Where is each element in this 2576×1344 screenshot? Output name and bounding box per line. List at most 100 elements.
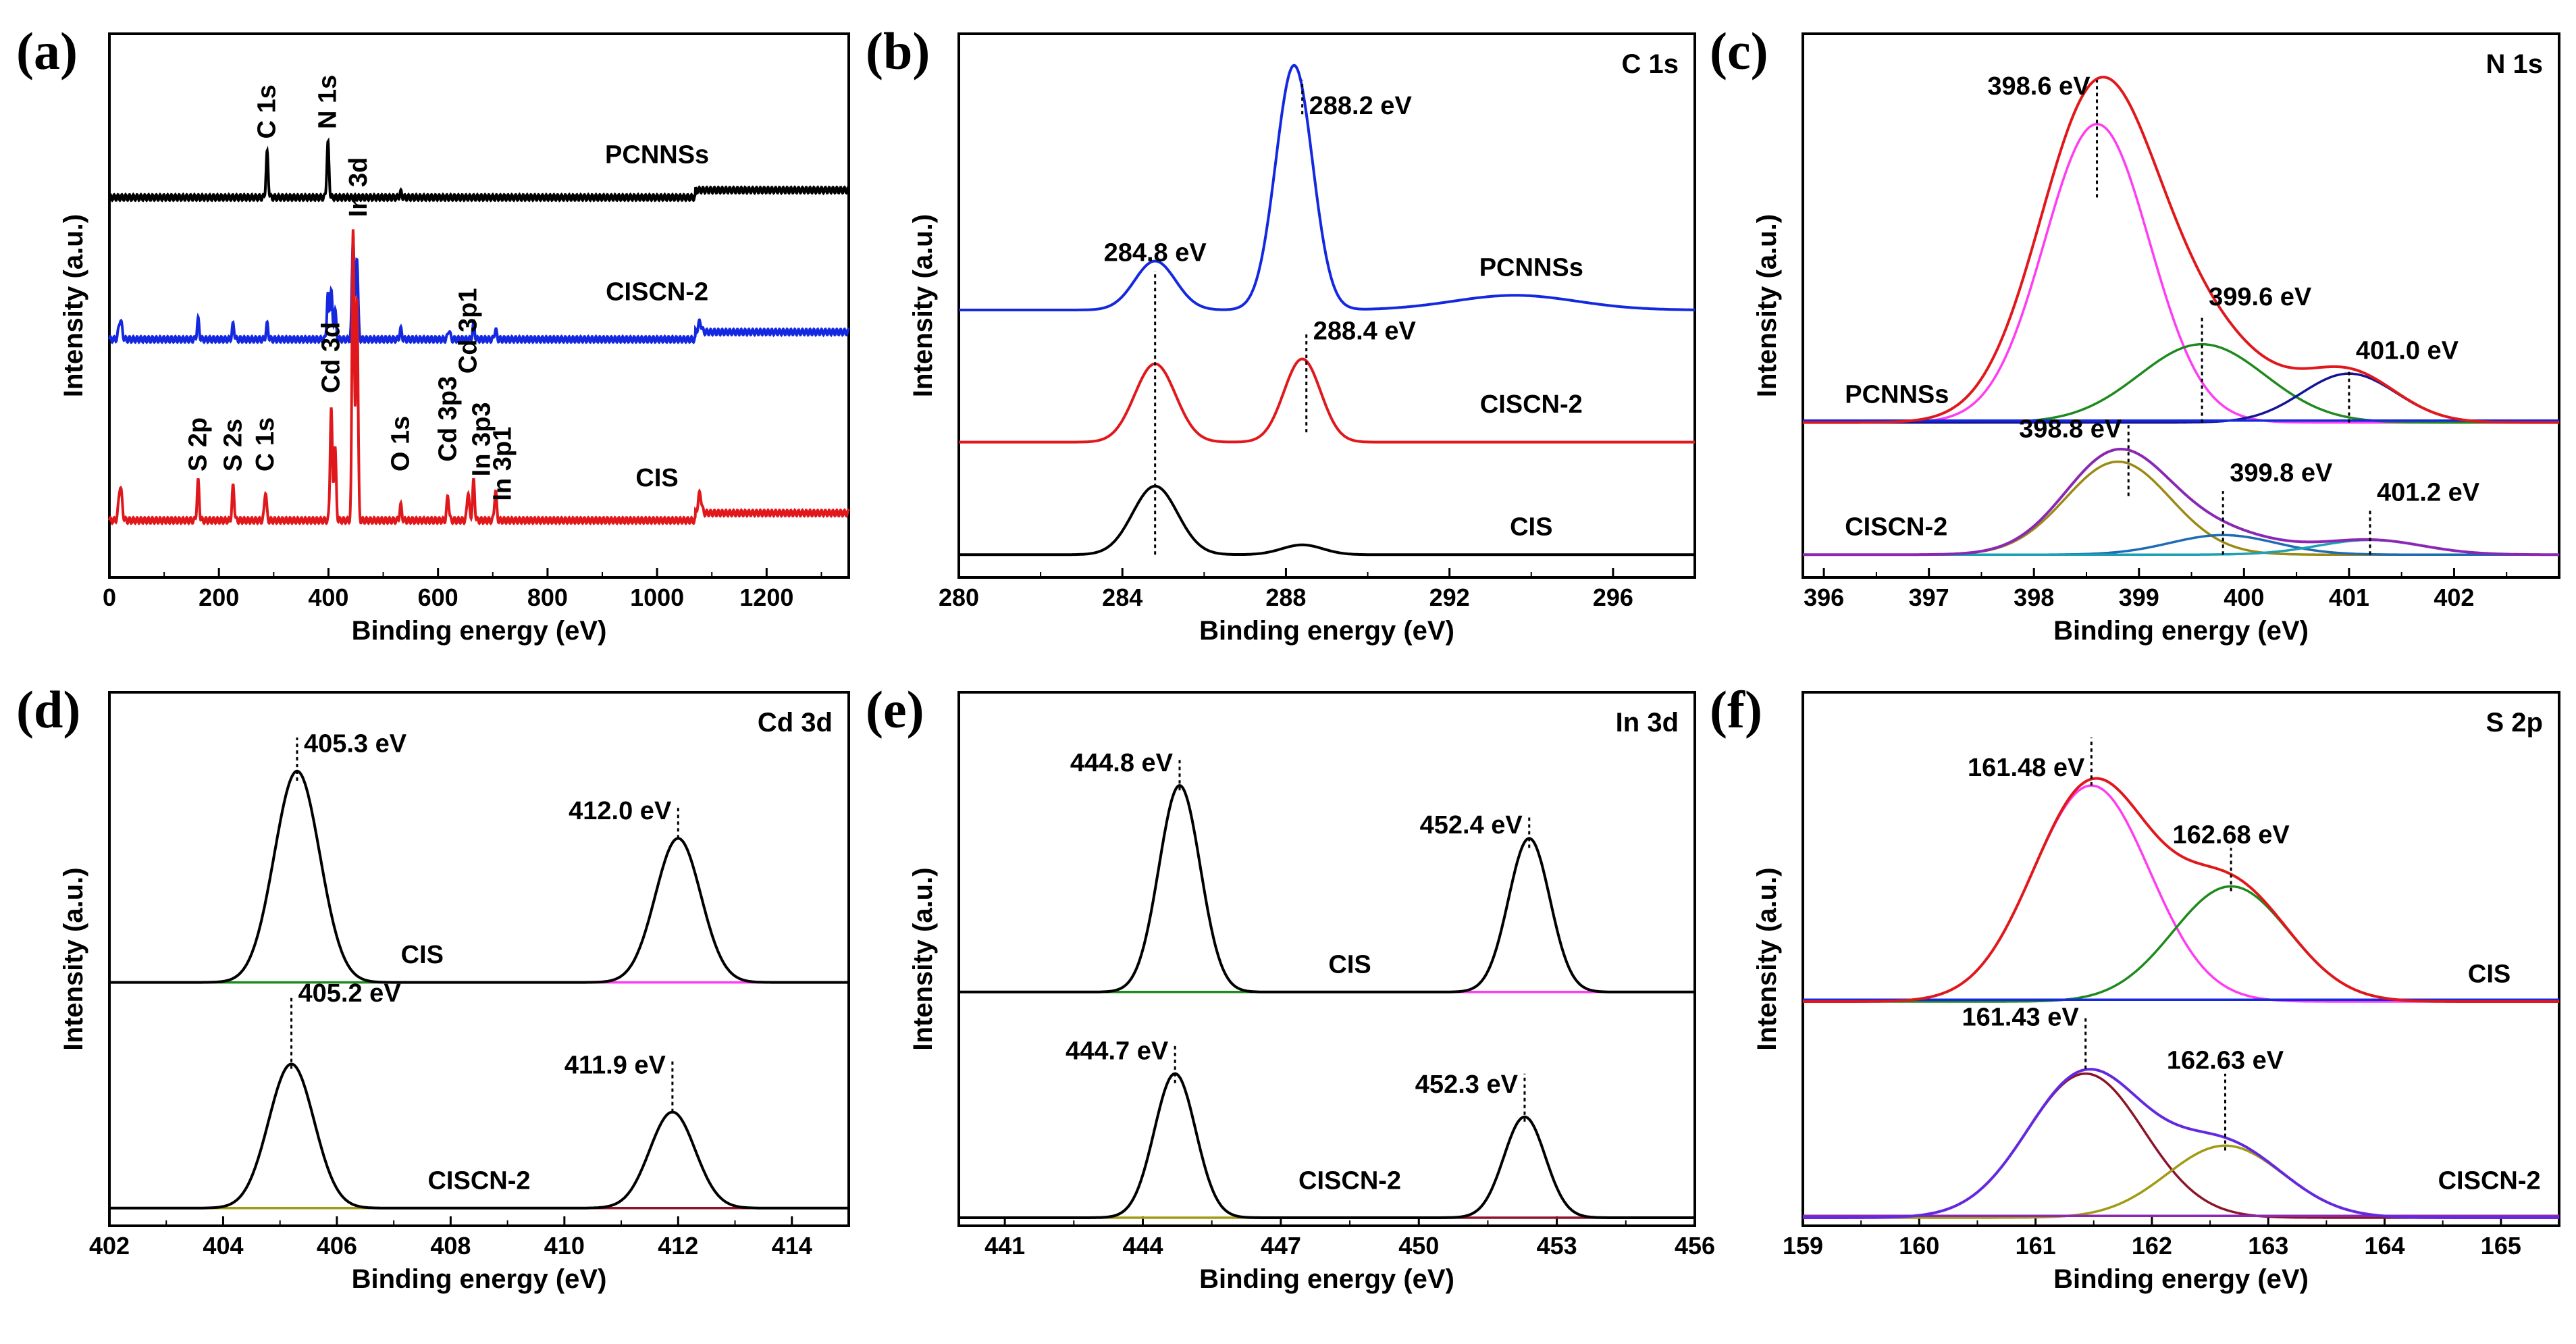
y-axis-label: Intensity (a.u.) xyxy=(59,867,88,1050)
plot-frame xyxy=(1802,32,2560,579)
x-tick-label: 288 xyxy=(1265,584,1306,611)
panel-letter: (b) xyxy=(866,22,930,80)
x-tick-label: 408 xyxy=(430,1232,471,1260)
panel-1: 280 284 288 292 296 Binding energy (eV) Intens… xyxy=(866,22,1696,646)
peak-energy-label: 412.0 eV xyxy=(569,797,672,825)
fit-component-line xyxy=(109,770,849,984)
x-tick-label: 160 xyxy=(1899,1232,1939,1260)
peak-assignment-label: N 1s xyxy=(314,75,342,129)
x-tick-label: 165 xyxy=(2481,1232,2521,1260)
x-tick-label: 400 xyxy=(308,584,348,611)
spectrum-line xyxy=(959,63,1695,311)
x-tick-label: 406 xyxy=(317,1232,357,1260)
panel-2: 396 397 398 399 400 401 402 Binding energy (eV)… xyxy=(1710,22,2560,646)
peak-assignment-label: O 1s xyxy=(387,416,415,471)
x-tick-label: 800 xyxy=(527,584,568,611)
peak-assignment-label: In 3d xyxy=(344,157,373,217)
peak-assignment-label: In 3p3 xyxy=(468,403,496,477)
core-level-label: Cd 3d xyxy=(758,708,833,738)
y-axis-label: Intensity (a.u.) xyxy=(1752,214,1782,397)
peak-energy-label: 401.0 eV xyxy=(2356,336,2459,365)
peak-energy-label: 288.4 eV xyxy=(1313,317,1417,345)
peak-energy-label: 399.8 eV xyxy=(2230,459,2333,488)
x-tick-label: 401 xyxy=(2329,584,2369,611)
peak-assignment-label: Cd 3p3 xyxy=(433,376,462,462)
x-tick-label: 296 xyxy=(1593,584,1633,611)
core-level-label: N 1s xyxy=(2486,49,2544,79)
peak-assignment-label: In 3p1 xyxy=(488,427,517,501)
peak-energy-label: 398.8 eV xyxy=(2019,415,2122,443)
peak-energy-label: 452.4 eV xyxy=(1420,811,1523,839)
x-tick-label: 412 xyxy=(658,1232,698,1260)
x-tick-label: 402 xyxy=(2434,584,2474,611)
spectrum-line xyxy=(959,784,1695,993)
spectrum-line xyxy=(109,1062,849,1210)
x-tick-label: 280 xyxy=(939,584,979,611)
x-axis-label: Binding energy (eV) xyxy=(352,616,607,646)
x-tick-label: 600 xyxy=(418,584,458,611)
x-tick-label: 450 xyxy=(1398,1232,1439,1260)
x-tick-label: 444 xyxy=(1122,1232,1163,1260)
panel-letter: (a) xyxy=(16,22,78,80)
spectrum-line xyxy=(108,229,850,526)
y-axis-label: Intensity (a.u.) xyxy=(1752,867,1782,1050)
peak-energy-label: 284.8 eV xyxy=(1104,239,1207,267)
sample-label: PCNNSs xyxy=(1479,253,1583,282)
x-axis-label: Binding energy (eV) xyxy=(2053,1264,2309,1294)
x-tick-label: 200 xyxy=(199,584,239,611)
sample-label: CISCN-2 xyxy=(2438,1166,2541,1195)
peak-assignment-label: Cd 3d xyxy=(317,322,346,394)
plot-frame xyxy=(957,691,1696,1227)
panel-4: 441 444 447 450 453 456 Binding energy (eV) Int… xyxy=(866,680,1715,1294)
spectrum-line xyxy=(108,239,850,344)
fit-component-line xyxy=(959,1072,1695,1219)
sample-label: CISCN-2 xyxy=(1480,390,1583,419)
y-axis-label: Intensity (a.u.) xyxy=(59,214,88,397)
fit-component-line xyxy=(959,784,1695,993)
peak-energy-label: 161.43 eV xyxy=(1962,1004,2079,1032)
spectrum-line xyxy=(959,1072,1695,1219)
x-tick-label: 441 xyxy=(984,1232,1025,1260)
fit-component-line xyxy=(109,837,849,984)
peak-assignment-label: Cd 3p1 xyxy=(454,288,482,373)
peak-energy-label: 288.2 eV xyxy=(1309,92,1413,120)
y-axis-label: Intensity (a.u.) xyxy=(908,867,938,1050)
spectrum-line xyxy=(109,769,849,984)
x-tick-label: 398 xyxy=(2014,584,2054,611)
x-axis-label: Binding energy (eV) xyxy=(2053,616,2309,646)
peak-energy-label: 399.6 eV xyxy=(2209,283,2312,311)
x-axis-label: Binding energy (eV) xyxy=(1199,616,1454,646)
peak-energy-label: 405.3 eV xyxy=(304,729,407,758)
x-tick-label: 402 xyxy=(89,1232,130,1260)
peak-energy-label: 411.9 eV xyxy=(564,1052,666,1080)
y-axis-label: Intensity (a.u.) xyxy=(908,214,938,397)
peak-energy-label: 444.7 eV xyxy=(1066,1037,1169,1065)
plot-frame xyxy=(957,32,1696,579)
peak-assignment-label: C 1s xyxy=(253,84,282,138)
core-level-label: C 1s xyxy=(1622,49,1679,79)
peak-energy-label: 444.8 eV xyxy=(1070,749,1174,777)
peak-energy-label: 405.2 eV xyxy=(298,979,402,1008)
sample-label: CIS xyxy=(2468,960,2511,989)
fit-component-line xyxy=(1803,784,2559,1003)
x-tick-label: 410 xyxy=(544,1232,585,1260)
sample-label: PCNNSs xyxy=(1845,381,1949,409)
plot-frame xyxy=(108,32,850,579)
panel-letter: (e) xyxy=(866,680,924,739)
x-tick-label: 284 xyxy=(1102,584,1142,611)
sample-label: CISCN-2 xyxy=(1845,513,1947,541)
plot-frame xyxy=(108,691,850,1227)
peak-assignment-label: S 2s xyxy=(219,419,247,471)
peak-energy-label: 161.48 eV xyxy=(1968,754,2085,782)
x-tick-label: 164 xyxy=(2364,1232,2404,1260)
peak-energy-label: 398.6 eV xyxy=(1987,72,2091,101)
panel-0: 0 200 400 600 800 1000 1200 Binding energy (eV)… xyxy=(16,22,850,646)
peak-assignment-label: C 1s xyxy=(251,417,280,471)
x-axis-label: Binding energy (eV) xyxy=(352,1264,607,1294)
x-tick-label: 292 xyxy=(1429,584,1470,611)
x-tick-label: 399 xyxy=(2119,584,2159,611)
panel-letter: (d) xyxy=(16,680,80,739)
x-tick-label: 0 xyxy=(103,584,116,611)
sample-label: CISCN-2 xyxy=(427,1166,530,1195)
x-tick-label: 397 xyxy=(1909,584,1949,611)
